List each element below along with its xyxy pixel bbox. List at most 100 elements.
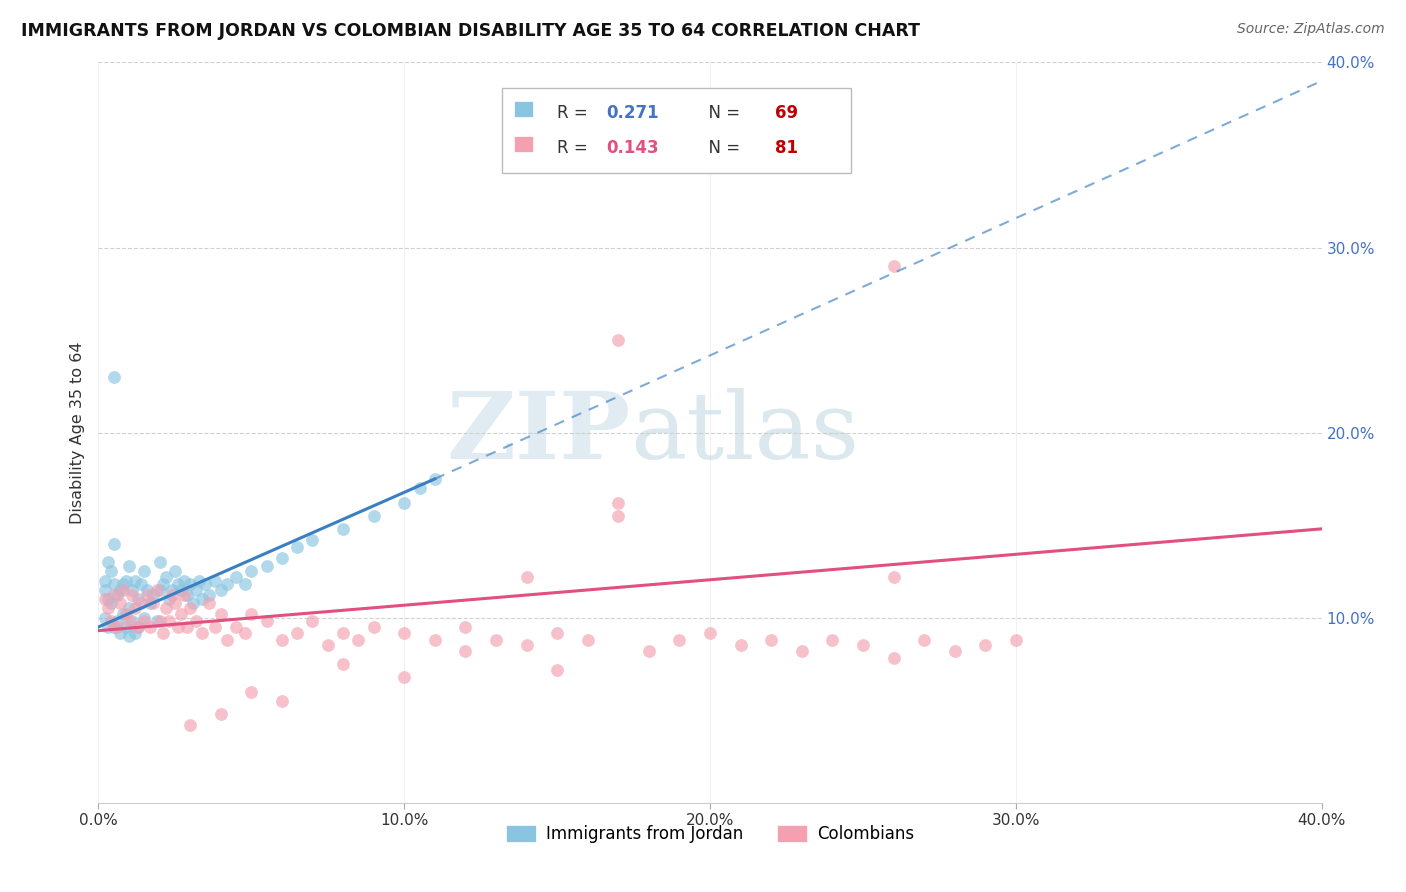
Text: R =: R =: [557, 138, 593, 157]
Point: [332, 522, 354, 536]
Point: [100, 615, 122, 629]
Text: atlas: atlas: [630, 388, 860, 477]
Point: [607, 496, 630, 510]
Point: [170, 607, 193, 621]
Point: [121, 589, 143, 603]
Point: [194, 577, 217, 591]
Point: [118, 558, 141, 573]
Point: [142, 589, 165, 603]
Point: [759, 632, 782, 647]
Point: [121, 582, 143, 597]
Point: [240, 607, 263, 621]
Point: [115, 620, 138, 634]
Point: [127, 592, 149, 607]
Point: [516, 639, 538, 653]
Point: [215, 632, 238, 647]
Point: [167, 620, 190, 634]
Point: [392, 496, 416, 510]
Text: 0.271: 0.271: [606, 103, 658, 122]
Point: [97, 601, 120, 615]
FancyBboxPatch shape: [502, 88, 851, 173]
Point: [100, 565, 122, 579]
Point: [97, 592, 120, 607]
Point: [392, 625, 416, 640]
Point: [149, 615, 172, 629]
Point: [118, 615, 141, 629]
Point: [637, 644, 661, 658]
Point: [160, 589, 183, 603]
Point: [179, 577, 201, 591]
Point: [821, 632, 844, 647]
Point: [576, 632, 599, 647]
Point: [129, 577, 152, 591]
Point: [115, 607, 138, 621]
Point: [176, 620, 198, 634]
Point: [301, 533, 323, 547]
Point: [186, 615, 208, 629]
Point: [423, 632, 446, 647]
Point: [546, 663, 568, 677]
Point: [1004, 632, 1026, 647]
Point: [332, 657, 354, 671]
Point: [145, 615, 167, 629]
Text: Source: ZipAtlas.com: Source: ZipAtlas.com: [1237, 22, 1385, 37]
Point: [225, 620, 247, 634]
Point: [883, 259, 905, 273]
Point: [209, 607, 232, 621]
Point: [852, 639, 875, 653]
Point: [108, 582, 131, 597]
Point: [546, 625, 568, 640]
Point: [516, 570, 538, 584]
Point: [423, 472, 446, 486]
Point: [124, 574, 146, 588]
Point: [103, 370, 125, 384]
Point: [111, 582, 134, 597]
Point: [157, 592, 180, 607]
Point: [285, 625, 308, 640]
Point: [607, 92, 630, 106]
Point: [145, 582, 167, 597]
Point: [93, 582, 115, 597]
Point: [124, 601, 146, 615]
Point: [197, 596, 219, 610]
Point: [167, 577, 190, 591]
Point: [301, 615, 323, 629]
Point: [454, 644, 477, 658]
Legend: Immigrants from Jordan, Colombians: Immigrants from Jordan, Colombians: [499, 819, 921, 850]
Point: [152, 577, 174, 591]
Point: [111, 607, 134, 621]
Point: [93, 592, 115, 607]
Text: 0.143: 0.143: [606, 138, 658, 157]
Point: [485, 632, 508, 647]
Point: [204, 574, 226, 588]
Point: [149, 582, 172, 597]
Point: [191, 625, 214, 640]
Point: [240, 565, 263, 579]
Point: [668, 632, 690, 647]
Point: [134, 565, 156, 579]
Point: [316, 639, 339, 653]
Point: [97, 555, 120, 569]
Point: [188, 574, 211, 588]
Point: [699, 625, 721, 640]
Point: [912, 632, 935, 647]
Point: [233, 577, 256, 591]
Point: [103, 589, 125, 603]
Point: [209, 582, 232, 597]
Point: [270, 694, 292, 708]
Point: [943, 644, 966, 658]
Point: [332, 625, 354, 640]
Text: IMMIGRANTS FROM JORDAN VS COLOMBIAN DISABILITY AGE 35 TO 64 CORRELATION CHART: IMMIGRANTS FROM JORDAN VS COLOMBIAN DISA…: [21, 22, 920, 40]
Point: [127, 620, 149, 634]
Point: [176, 589, 198, 603]
Point: [124, 625, 146, 640]
Point: [105, 615, 128, 629]
Point: [173, 589, 195, 603]
Point: [204, 620, 226, 634]
Point: [103, 577, 125, 591]
Point: [270, 551, 292, 566]
Point: [197, 589, 219, 603]
Point: [105, 589, 128, 603]
Text: 69: 69: [775, 103, 799, 122]
Point: [163, 565, 186, 579]
